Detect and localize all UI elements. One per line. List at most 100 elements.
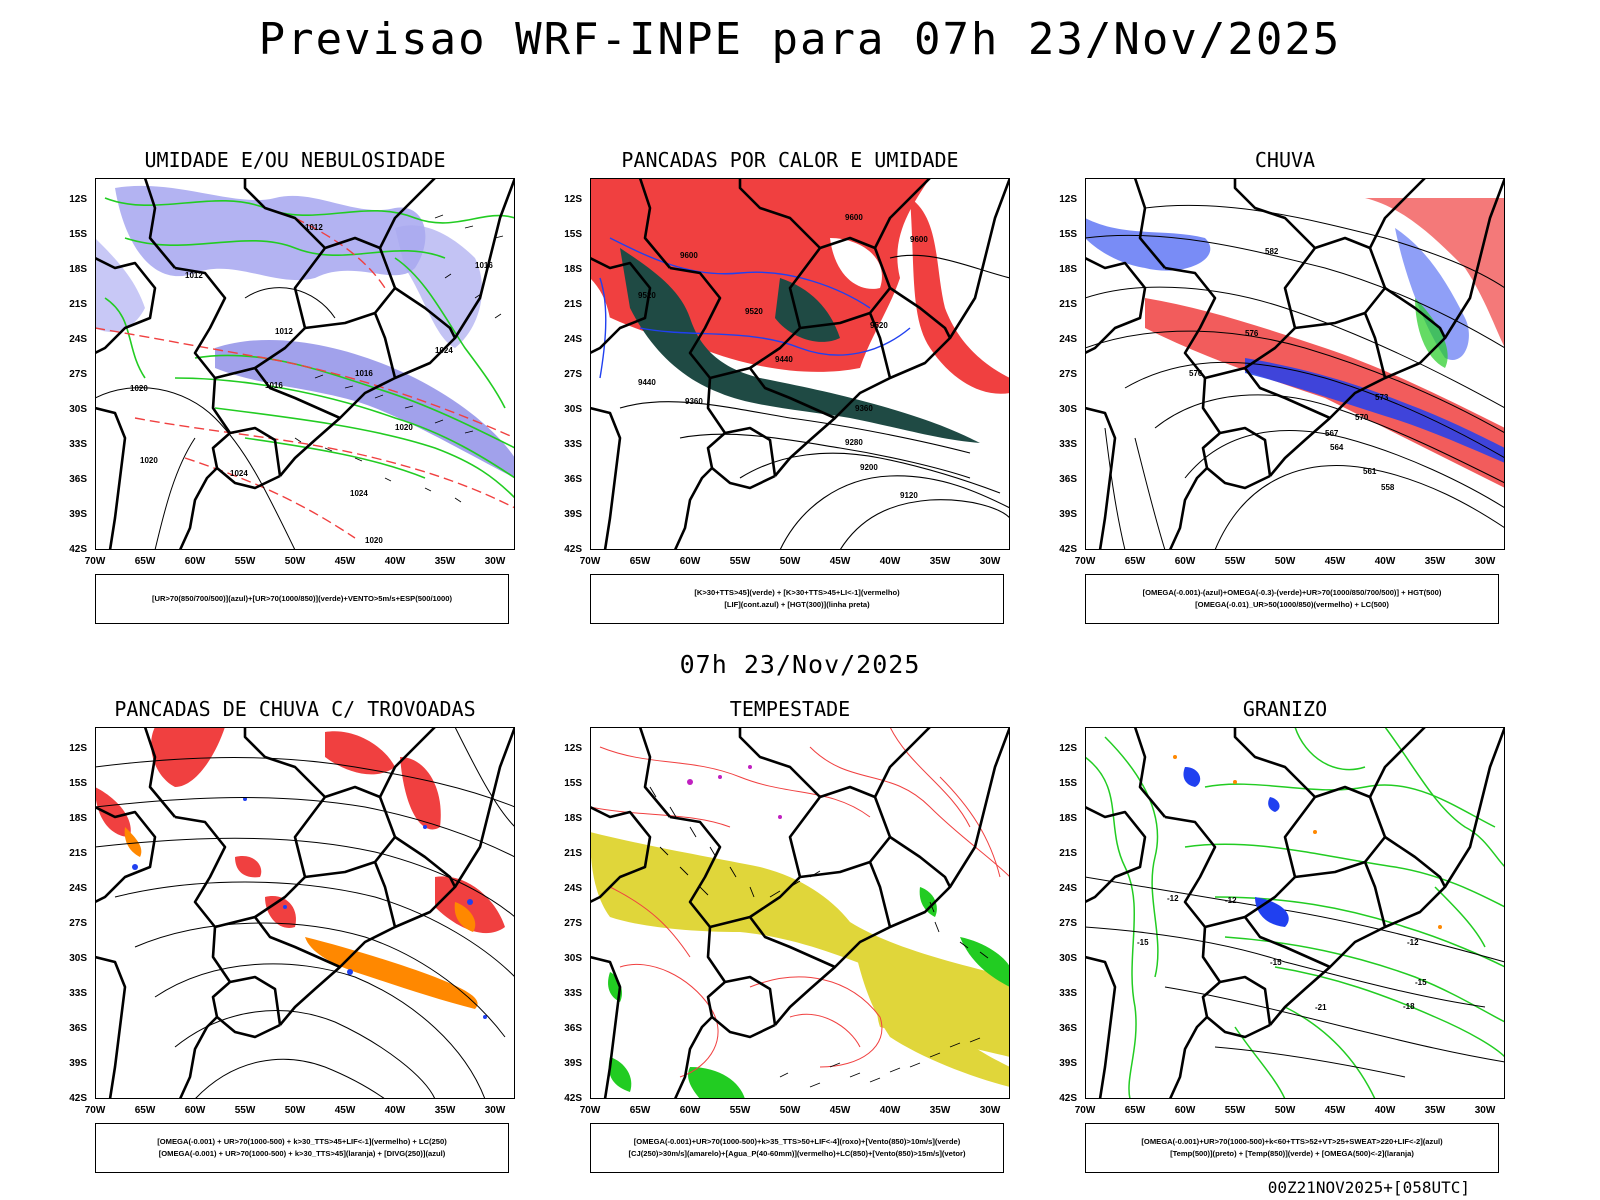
latitude-label: 30S <box>69 953 87 964</box>
main-title: Previsao WRF-INPE para 07h 23/Nov/2025 <box>258 14 1342 65</box>
longitude-label: 65W <box>629 556 651 567</box>
forecast-time-title: 07h 23/Nov/2025 <box>679 650 921 679</box>
latitude-label: 36S <box>69 1023 87 1034</box>
latitude-label: 33S <box>564 439 582 450</box>
latitude-label: 12S <box>1059 743 1077 754</box>
longitude-label: 40W <box>1374 556 1396 567</box>
longitude-label: 65W <box>134 556 156 567</box>
latitude-label: 42S <box>69 544 87 555</box>
latitude-label: 30S <box>1059 953 1077 964</box>
latitude-label: 30S <box>564 404 582 415</box>
legend-line: [OMEGA(-0.001)-(azul)+OMEGA(-0.3)-(verde… <box>1142 588 1442 597</box>
longitude-label: 50W <box>284 556 306 567</box>
contour-label: -12 <box>1407 938 1419 947</box>
longitude-label: 35W <box>434 1105 456 1116</box>
longitude-label: 70W <box>579 556 601 567</box>
longitude-label: 65W <box>629 1105 651 1116</box>
latitude-label: 39S <box>69 509 87 520</box>
contour-label: 1020 <box>395 423 413 432</box>
longitude-label: 60W <box>679 1105 701 1116</box>
contour-label: -18 <box>1403 1002 1415 1011</box>
contour-label: 1024 <box>230 469 248 478</box>
panel-thunder-showers: PANCADAS DE CHUVA C/ TROVOADAS <box>55 697 535 1197</box>
contour-label: 1020 <box>130 384 148 393</box>
contour-label: 9360 <box>855 404 873 413</box>
panel-hail: GRANIZO -12 -15 -15 <box>1045 697 1525 1197</box>
latitude-label: 39S <box>564 509 582 520</box>
latitude-label: 42S <box>1059 1093 1077 1104</box>
latitude-label: 36S <box>1059 1023 1077 1034</box>
latitude-label: 27S <box>564 369 582 380</box>
longitude-label: 55W <box>1224 556 1246 567</box>
panel-title: PANCADAS POR CALOR E UMIDADE <box>621 148 959 172</box>
contour-label: 570 <box>1355 413 1369 422</box>
contour-label: 9520 <box>745 307 763 316</box>
longitude-label: 35W <box>929 556 951 567</box>
contour-label: 1016 <box>265 381 283 390</box>
contour-label: -15 <box>1137 938 1149 947</box>
latitude-label: 24S <box>1059 334 1077 345</box>
latitude-label: 33S <box>1059 988 1077 999</box>
legend-thunder-showers: [OMEGA(-0.001) + UR>70(1000-500) + k>30_… <box>95 1123 509 1173</box>
panel-title: UMIDADE E/OU NEBULOSIDADE <box>144 148 446 172</box>
legend-line: [OMEGA(-0.01)_UR>50(1000/850)(vermelho) … <box>1195 600 1389 609</box>
longitude-label: 30W <box>484 556 506 567</box>
legend-line: [LIF](cont.azul) + [HGT(300)](linha pret… <box>724 600 870 609</box>
latitude-label: 18S <box>69 264 87 275</box>
legend-line: [OMEGA(-0.001) + UR>70(1000-500) + k>30_… <box>157 1137 447 1146</box>
latitude-label: 15S <box>564 778 582 789</box>
contour-label: 1016 <box>475 261 493 270</box>
latitude-label: 36S <box>564 474 582 485</box>
contour-label: 558 <box>1381 483 1395 492</box>
longitude-label: 50W <box>1274 556 1296 567</box>
latitude-label: 24S <box>564 883 582 894</box>
longitude-label: 60W <box>1174 1105 1196 1116</box>
longitude-label: 65W <box>134 1105 156 1116</box>
longitude-label: 55W <box>729 556 751 567</box>
contour-label: 9200 <box>860 463 878 472</box>
contour-label: 9280 <box>845 438 863 447</box>
latitude-label: 24S <box>564 334 582 345</box>
contour-label: 1024 <box>350 489 368 498</box>
contour-label: 1012 <box>185 271 203 280</box>
legend-line: [OMEGA(-0.001)+UR>70(1000-500)+k<60+TTS>… <box>1141 1137 1443 1146</box>
latitude-label: 21S <box>564 848 582 859</box>
panel-storm: TEMPESTADE [OMEGA(-0.0 <box>550 697 1030 1197</box>
longitude-label: 50W <box>779 556 801 567</box>
longitude-label: 60W <box>184 1105 206 1116</box>
longitude-label: 40W <box>384 1105 406 1116</box>
longitude-label: 45W <box>829 556 851 567</box>
latitude-label: 42S <box>1059 544 1077 555</box>
latitude-label: 18S <box>564 813 582 824</box>
contour-label: 9520 <box>638 291 656 300</box>
latitude-label: 15S <box>69 229 87 240</box>
latitude-label: 15S <box>564 229 582 240</box>
longitude-label: 50W <box>779 1105 801 1116</box>
contour-label: -12 <box>1167 894 1179 903</box>
latitude-label: 27S <box>1059 369 1077 380</box>
contour-label: -21 <box>1315 1003 1327 1012</box>
latitude-label: 27S <box>1059 918 1077 929</box>
latitude-label: 27S <box>69 369 87 380</box>
longitude-label: 35W <box>1424 1105 1446 1116</box>
longitude-label: 30W <box>1474 1105 1496 1116</box>
contour-label: 9600 <box>845 213 863 222</box>
latitude-label: 42S <box>564 544 582 555</box>
latitude-label: 21S <box>69 299 87 310</box>
contour-label: -15 <box>1415 978 1427 987</box>
latitude-label: 15S <box>69 778 87 789</box>
latitude-label: 24S <box>69 883 87 894</box>
latitude-label: 27S <box>69 918 87 929</box>
legend-rain: [OMEGA(-0.001)-(azul)+OMEGA(-0.3)-(verde… <box>1085 574 1499 624</box>
legend-line: [Temp(500)](preto) + [Temp(850)](verde) … <box>1170 1149 1414 1158</box>
contour-label: 1020 <box>365 536 383 545</box>
longitude-label: 70W <box>84 1105 106 1116</box>
longitude-label: 70W <box>84 556 106 567</box>
latitude-label: 12S <box>69 194 87 205</box>
contour-label: -12 <box>1225 896 1237 905</box>
legend-line: [OMEGA(-0.001)+UR>70(1000-500)+k>35_TTS>… <box>633 1137 961 1146</box>
contour-label: 564 <box>1330 443 1344 452</box>
legend-storm: [OMEGA(-0.001)+UR>70(1000-500)+k>35_TTS>… <box>590 1123 1004 1173</box>
latitude-label: 30S <box>564 953 582 964</box>
contour-label: 567 <box>1325 429 1339 438</box>
